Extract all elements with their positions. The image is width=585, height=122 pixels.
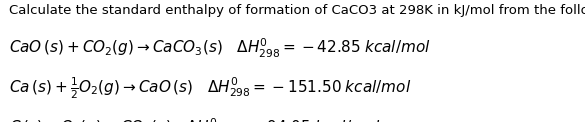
Text: $\mathit{Ca}\,(s) + \frac{1}{2}\mathit{O}_2(g) \rightarrow \mathit{CaO}\,(s)\qua: $\mathit{Ca}\,(s) + \frac{1}{2}\mathit{O… [9,76,411,101]
Text: $\mathit{CaO}\,(s) + \mathit{CO}_2(g) \rightarrow \mathit{CaCO}_3(s)\quad \Delta: $\mathit{CaO}\,(s) + \mathit{CO}_2(g) \r… [9,37,430,60]
Text: $\mathit{C}\,(s) + \mathit{O}_2(g) \rightarrow \mathit{CO}_2(g)\quad \Delta H^0_: $\mathit{C}\,(s) + \mathit{O}_2(g) \righ… [9,117,380,122]
Text: Calculate the standard enthalpy of formation of CaCO3 at 298K in kJ/mol from the: Calculate the standard enthalpy of forma… [9,4,585,17]
